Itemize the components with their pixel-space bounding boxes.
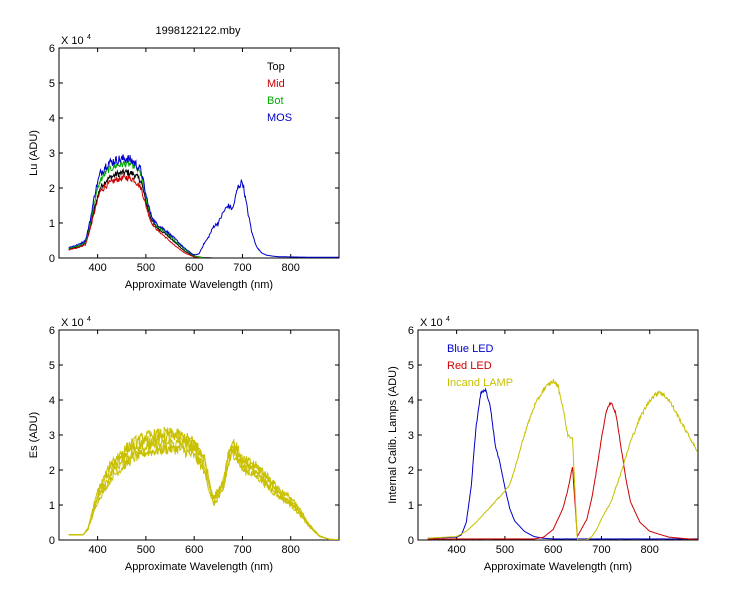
- y-tick-label: 5: [408, 360, 414, 372]
- series-line-mos: [68, 154, 339, 258]
- y-tick-label: 2: [408, 465, 414, 477]
- x-tick-label: 600: [185, 544, 203, 556]
- y-tick-label: 4: [49, 113, 55, 125]
- x-tick-label: 700: [233, 544, 251, 556]
- y-tick-label: 1: [49, 218, 55, 230]
- legend-entry: Top: [267, 61, 285, 73]
- y-tick-label: 1: [49, 500, 55, 512]
- x-axis-label: Approximate Wavelength (nm): [125, 279, 273, 291]
- legend-entry: Mid: [267, 78, 285, 90]
- y-axis-label: Internal Calib. Lamps (ADU): [387, 366, 399, 504]
- series-line-top: [68, 167, 213, 258]
- y-tick-label: 0: [49, 253, 55, 265]
- y-axis-label: Lu (ADU): [28, 130, 40, 176]
- y-multiplier: X 10: [61, 35, 84, 47]
- y-tick-label: 4: [408, 395, 414, 407]
- x-tick-label: 800: [282, 262, 300, 274]
- series-line-red-led: [427, 402, 698, 540]
- y-exponent: 4: [87, 316, 91, 323]
- y-tick-label: 6: [408, 325, 414, 337]
- y-multiplier: X 10: [61, 317, 84, 329]
- x-tick-label: 500: [137, 544, 155, 556]
- y-tick-label: 2: [49, 465, 55, 477]
- x-axis-label: Approximate Wavelength (nm): [125, 561, 273, 573]
- x-axis-label: Approximate Wavelength (nm): [484, 561, 632, 573]
- series-line-incand-lamp: [427, 378, 698, 540]
- series-line-blue-led: [427, 387, 698, 540]
- x-tick-label: 500: [496, 544, 514, 556]
- y-axis-label: Es (ADU): [28, 412, 40, 458]
- legend-entry: Red LED: [447, 360, 492, 372]
- y-tick-label: 6: [49, 43, 55, 55]
- legend-entry: Incand LAMP: [447, 377, 513, 389]
- plot-frame: [58, 47, 340, 259]
- series-line-mid: [68, 173, 204, 258]
- x-tick-label: 800: [282, 544, 300, 556]
- y-exponent: 4: [446, 316, 450, 323]
- y-tick-label: 6: [49, 325, 55, 337]
- figure-title: 1998122122.mby: [155, 25, 241, 37]
- y-tick-label: 3: [49, 430, 55, 442]
- y-tick-label: 5: [49, 360, 55, 372]
- x-tick-label: 400: [88, 544, 106, 556]
- legend-entry: MOS: [267, 112, 292, 124]
- x-tick-label: 700: [592, 544, 610, 556]
- series-line-es-2: [68, 432, 339, 540]
- x-tick-label: 600: [544, 544, 562, 556]
- y-tick-label: 0: [49, 535, 55, 547]
- x-tick-label: 700: [233, 262, 251, 274]
- legend-entry: Bot: [267, 95, 284, 107]
- legend-entry: Blue LED: [447, 343, 494, 355]
- y-multiplier: X 10: [420, 317, 443, 329]
- y-tick-label: 0: [408, 535, 414, 547]
- y-tick-label: 1: [408, 500, 414, 512]
- x-tick-label: 800: [641, 544, 659, 556]
- series-line-es-3: [68, 427, 339, 540]
- y-tick-label: 2: [49, 183, 55, 195]
- y-tick-label: 5: [49, 78, 55, 90]
- x-tick-label: 600: [185, 262, 203, 274]
- series-line-es-1: [68, 438, 339, 540]
- y-tick-label: 3: [408, 430, 414, 442]
- y-tick-label: 4: [49, 395, 55, 407]
- x-tick-label: 400: [88, 262, 106, 274]
- y-tick-label: 3: [49, 148, 55, 160]
- x-tick-label: 500: [137, 262, 155, 274]
- x-tick-label: 400: [447, 544, 465, 556]
- y-exponent: 4: [87, 34, 91, 41]
